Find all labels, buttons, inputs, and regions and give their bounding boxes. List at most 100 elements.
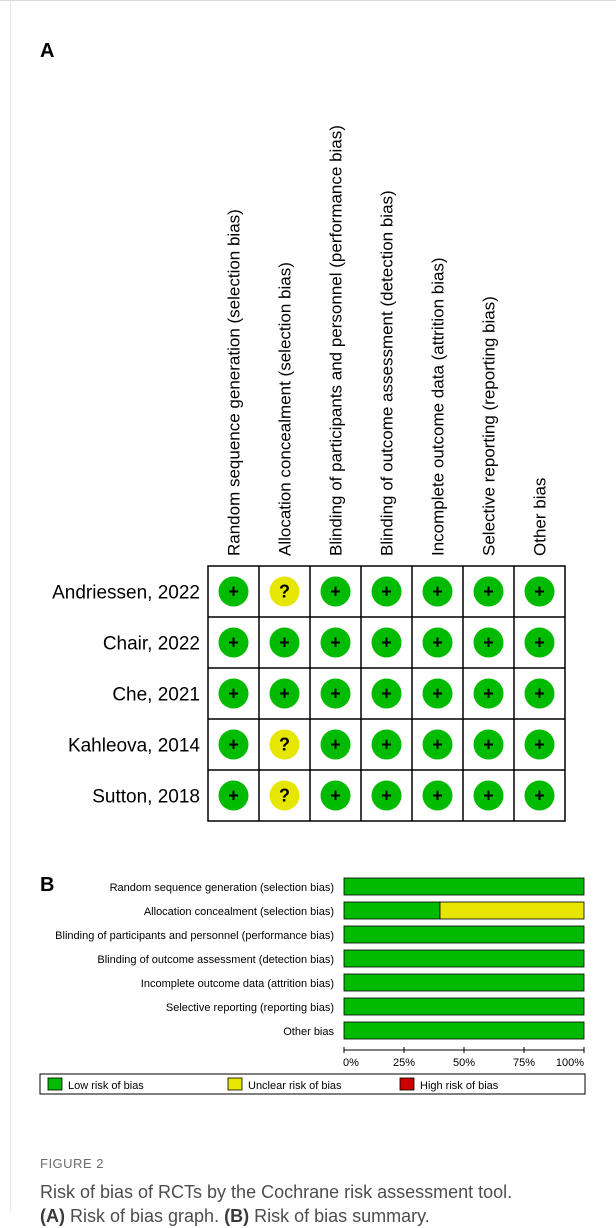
judgement-low-circle bbox=[320, 576, 351, 607]
domain-header-6: Selective reporting (reporting bias) bbox=[480, 296, 499, 556]
judgement-low-circle bbox=[371, 780, 402, 811]
judgement-low-circle bbox=[524, 678, 555, 709]
judgement-symbol: + bbox=[381, 633, 392, 653]
judgement-symbol: + bbox=[483, 582, 494, 602]
judgement-symbol: + bbox=[432, 786, 443, 806]
judgement-symbol: + bbox=[279, 684, 290, 704]
domain-header-5: Incomplete outcome data (attrition bias) bbox=[429, 257, 448, 556]
judgement-symbol: + bbox=[432, 633, 443, 653]
legend-label: High risk of bias bbox=[420, 1080, 499, 1092]
top-border bbox=[0, 0, 616, 1]
judgement-symbol: ? bbox=[279, 582, 290, 602]
legend-label: Unclear risk of bias bbox=[248, 1080, 342, 1092]
judgement-low-circle bbox=[320, 627, 351, 658]
judgement-symbol: + bbox=[534, 633, 545, 653]
summary-grid bbox=[207, 565, 566, 822]
judgement-low-circle bbox=[422, 627, 453, 658]
judgement-symbol: + bbox=[330, 786, 341, 806]
caption-b-text: Risk of bias summary. bbox=[249, 1206, 430, 1226]
judgement-low-circle bbox=[218, 576, 249, 607]
judgement-symbol: + bbox=[483, 684, 494, 704]
bar-segment-unclear-risk-of-bias bbox=[439, 901, 585, 920]
legend-swatch bbox=[399, 1077, 415, 1091]
graph-category-label: Incomplete outcome data (attrition bias) bbox=[141, 978, 334, 990]
judgement-symbol: + bbox=[330, 633, 341, 653]
bar-segment-low-risk-of-bias bbox=[343, 973, 585, 992]
bar-segment-low-risk-of-bias bbox=[343, 1021, 585, 1040]
left-border bbox=[10, 0, 11, 1212]
judgement-symbol: + bbox=[330, 684, 341, 704]
judgement-low-circle bbox=[524, 627, 555, 658]
graph-category-label: Blinding of outcome assessment (detectio… bbox=[97, 954, 334, 966]
legend-swatch bbox=[227, 1077, 243, 1091]
judgement-symbol: + bbox=[534, 582, 545, 602]
legend-box bbox=[39, 1073, 586, 1095]
figure-label: FIGURE 2 bbox=[40, 1156, 104, 1171]
judgement-symbol: ? bbox=[279, 786, 290, 806]
bar-segment-low-risk-of-bias bbox=[343, 877, 585, 896]
judgement-unclear-circle bbox=[269, 729, 300, 760]
judgement-symbol: + bbox=[228, 582, 239, 602]
judgement-low-circle bbox=[218, 729, 249, 760]
judgement-unclear-circle bbox=[269, 780, 300, 811]
panel-b-label: B bbox=[40, 874, 55, 896]
figure-caption: Risk of bias of RCTs by the Cochrane ris… bbox=[40, 1180, 600, 1228]
judgement-unclear-circle bbox=[269, 576, 300, 607]
judgement-low-circle bbox=[524, 576, 555, 607]
judgement-symbol: + bbox=[381, 735, 392, 755]
bar-segment-low-risk-of-bias bbox=[343, 901, 441, 920]
judgement-low-circle bbox=[371, 678, 402, 709]
judgement-low-circle bbox=[473, 780, 504, 811]
judgement-symbol: + bbox=[228, 735, 239, 755]
judgement-symbol: + bbox=[483, 735, 494, 755]
judgement-symbol: + bbox=[432, 684, 443, 704]
judgement-low-circle bbox=[473, 729, 504, 760]
x-tick-label: 75% bbox=[513, 1057, 535, 1069]
bar-segment-low-risk-of-bias bbox=[343, 949, 585, 968]
judgement-low-circle bbox=[473, 576, 504, 607]
bar-segment-low-risk-of-bias bbox=[343, 925, 585, 944]
domain-header-1: Random sequence generation (selection bi… bbox=[225, 209, 244, 556]
bar-segment-low-risk-of-bias bbox=[343, 997, 585, 1016]
risk-of-bias-summary-chart: Random sequence generation (selection bi… bbox=[52, 125, 566, 822]
study-label: Chair, 2022 bbox=[103, 634, 200, 655]
caption-b-ref: (B) bbox=[224, 1206, 250, 1226]
study-label: Sutton, 2018 bbox=[92, 787, 200, 808]
judgement-symbol: + bbox=[432, 735, 443, 755]
domain-header-7: Other bias bbox=[531, 478, 550, 556]
caption-main: Risk of bias of RCTs by the Cochrane ris… bbox=[40, 1182, 513, 1202]
judgement-low-circle bbox=[371, 729, 402, 760]
x-tick-label: 25% bbox=[393, 1057, 415, 1069]
judgement-symbol: + bbox=[534, 786, 545, 806]
judgement-low-circle bbox=[269, 678, 300, 709]
judgement-symbol: + bbox=[330, 582, 341, 602]
judgement-symbol: + bbox=[228, 633, 239, 653]
judgement-symbol: + bbox=[330, 735, 341, 755]
judgement-low-circle bbox=[218, 678, 249, 709]
grid-border bbox=[207, 565, 566, 822]
judgement-low-circle bbox=[524, 729, 555, 760]
x-tick-label: 100% bbox=[556, 1057, 584, 1069]
risk-of-bias-graph-chart: Random sequence generation (selection bi… bbox=[39, 877, 586, 1095]
panel-a-label: A bbox=[40, 40, 55, 62]
graph-category-label: Blinding of participants and personnel (… bbox=[55, 930, 334, 942]
judgement-low-circle bbox=[371, 576, 402, 607]
legend-swatch bbox=[47, 1077, 63, 1091]
judgement-symbol: + bbox=[381, 684, 392, 704]
judgement-symbol: + bbox=[381, 582, 392, 602]
caption-a-text: Risk of bias graph. bbox=[65, 1206, 225, 1226]
judgement-low-circle bbox=[320, 780, 351, 811]
judgement-low-circle bbox=[422, 729, 453, 760]
judgement-symbol: + bbox=[534, 684, 545, 704]
judgement-symbol: + bbox=[228, 786, 239, 806]
judgement-symbol: + bbox=[432, 582, 443, 602]
judgement-symbol: + bbox=[279, 633, 290, 653]
study-label: Andriessen, 2022 bbox=[52, 583, 200, 604]
judgement-symbol: ? bbox=[279, 735, 290, 755]
judgement-low-circle bbox=[320, 729, 351, 760]
judgement-low-circle bbox=[524, 780, 555, 811]
judgement-symbol: + bbox=[483, 786, 494, 806]
judgement-low-circle bbox=[218, 780, 249, 811]
judgement-symbol: + bbox=[483, 633, 494, 653]
